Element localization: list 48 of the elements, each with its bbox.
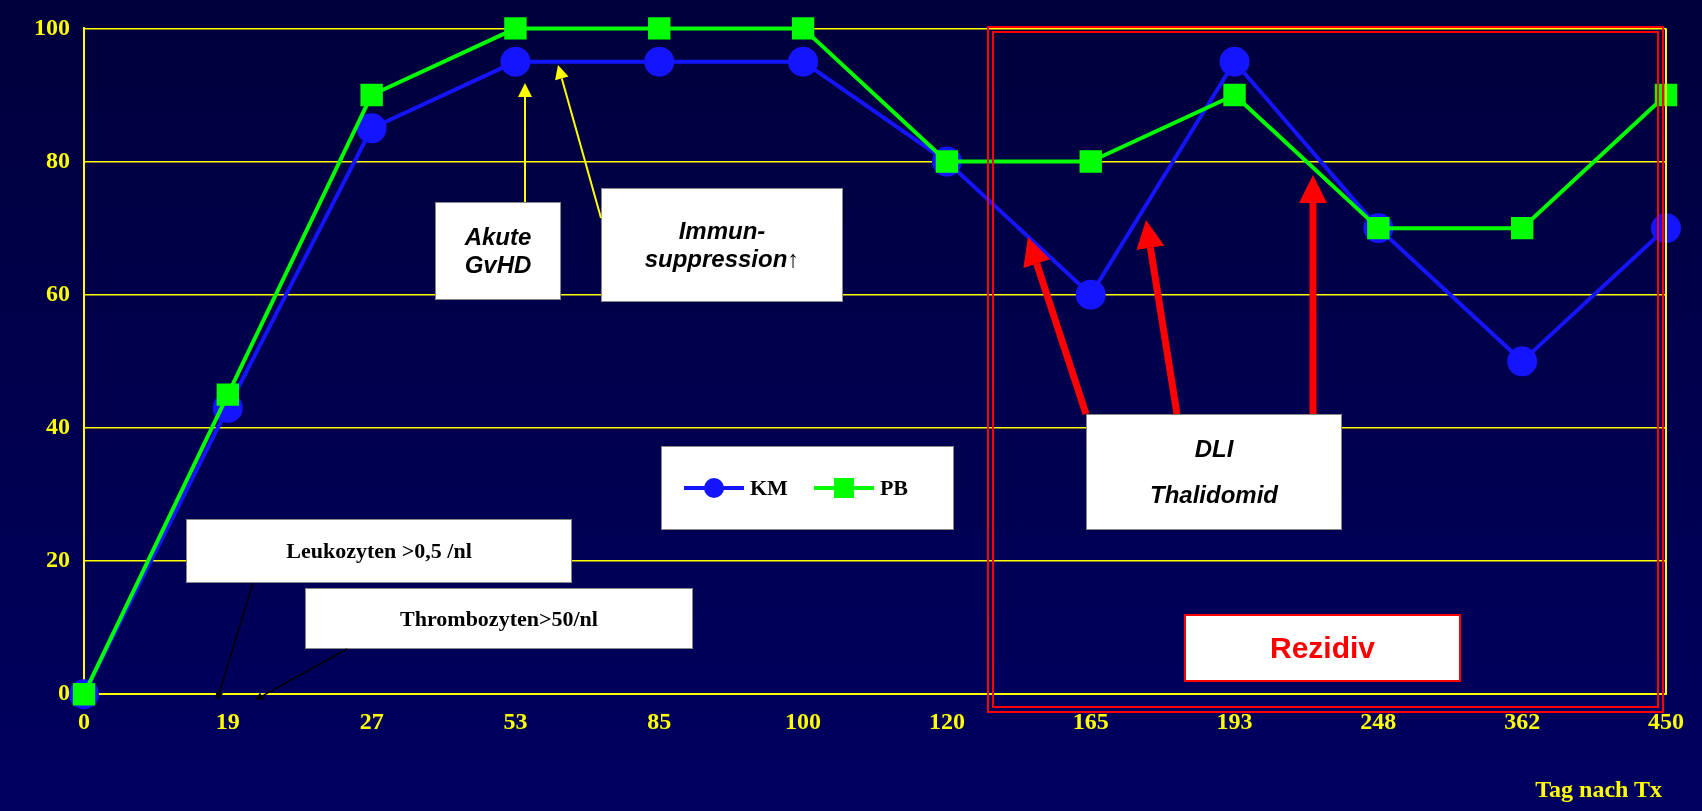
x-tick-label: 19 <box>215 707 240 734</box>
x-tick-label: 193 <box>1216 707 1253 734</box>
y-tick-label: 100 <box>34 13 70 40</box>
text-box: DLI Thalidomid <box>1086 414 1342 530</box>
annotation: Immun- suppression↑ <box>643 217 801 273</box>
y-tick-label: 80 <box>46 146 70 173</box>
point <box>504 17 527 40</box>
point <box>648 17 671 40</box>
y-tick-label: 20 <box>46 546 70 573</box>
point <box>216 383 240 406</box>
y-tick-label: 0 <box>58 679 70 706</box>
annotation: Akute GvHD <box>463 223 533 279</box>
point <box>1223 83 1246 107</box>
point <box>500 46 531 77</box>
point <box>788 46 819 77</box>
x-axis-title: Tag nach Tx <box>1535 776 1662 803</box>
x-tick-label: 100 <box>785 707 822 734</box>
annotation: Rezidiv <box>1269 631 1376 665</box>
annotation: Leukozyten >0,5 /nl <box>286 538 472 564</box>
text-box: Akute GvHD <box>435 202 561 300</box>
x-tick-label: 120 <box>928 707 965 734</box>
text-box: Thrombozyten>50/nl <box>305 588 693 649</box>
text-box: Rezidiv <box>1184 614 1461 682</box>
point <box>1079 150 1102 173</box>
point <box>644 46 675 77</box>
x-tick-label: 0 <box>78 707 90 734</box>
x-tick-label: 27 <box>359 707 384 734</box>
x-tick-label: 450 <box>1648 707 1684 734</box>
x-tick-label: 362 <box>1504 707 1541 734</box>
annotation: DLI Thalidomid <box>1149 434 1280 510</box>
x-tick-label: 165 <box>1072 707 1109 734</box>
legend-label: PB <box>879 475 909 501</box>
point <box>1510 216 1534 240</box>
y-tick-label: 40 <box>46 413 70 440</box>
point <box>791 17 815 40</box>
y-tick-label: 60 <box>46 279 70 306</box>
x-tick-label: 85 <box>647 707 672 734</box>
x-tick-label: 248 <box>1360 707 1397 734</box>
point <box>1507 346 1538 377</box>
point <box>1075 279 1106 310</box>
text-box: Immun- suppression↑ <box>601 188 843 302</box>
annotation: Thrombozyten>50/nl <box>400 605 598 632</box>
x-tick-label: 53 <box>503 707 528 734</box>
point <box>360 83 383 107</box>
point <box>356 113 387 144</box>
point <box>1219 46 1250 77</box>
legend-label: KM <box>750 475 788 501</box>
text-box: Leukozyten >0,5 /nl <box>186 519 572 583</box>
